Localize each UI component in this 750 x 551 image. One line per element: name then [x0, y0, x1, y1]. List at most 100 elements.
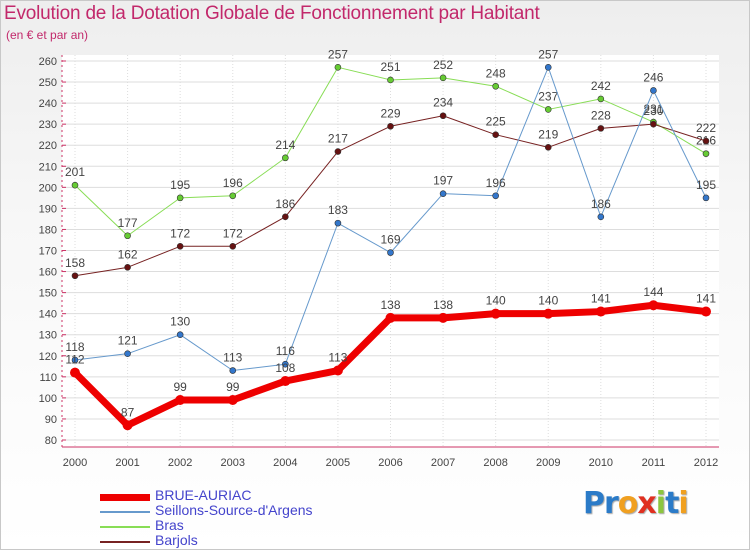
legend-swatch [100, 511, 150, 513]
data-label: 214 [275, 138, 295, 152]
logo-letter: r [604, 486, 619, 521]
data-point [71, 181, 79, 189]
data-point [702, 137, 710, 145]
data-label: 229 [380, 106, 400, 120]
data-point [438, 312, 449, 323]
data-point [543, 308, 554, 319]
data-point [701, 306, 711, 317]
x-tick-label: 2007 [431, 457, 455, 469]
data-label: 217 [328, 132, 348, 146]
data-point [544, 64, 552, 71]
y-tick-label: 200 [39, 182, 57, 194]
data-label: 138 [380, 298, 400, 312]
data-point [71, 272, 79, 280]
logo-letter: x [637, 486, 656, 521]
data-label: 162 [118, 247, 138, 261]
data-point [544, 144, 552, 151]
x-tick-label: 2002 [168, 457, 192, 469]
data-label: 140 [486, 294, 506, 308]
data-label: 87 [121, 405, 135, 419]
logo-letter: i [678, 486, 688, 521]
data-label: 197 [433, 174, 453, 188]
data-point [229, 367, 237, 374]
y-tick-label: 140 [39, 309, 57, 321]
data-label: 195 [696, 178, 716, 192]
data-label: 234 [433, 96, 453, 110]
data-label: 138 [433, 298, 453, 312]
data-label: 242 [591, 79, 611, 93]
data-label: 144 [643, 285, 663, 299]
y-tick-label: 150 [39, 288, 57, 300]
data-point [124, 350, 131, 357]
data-point [176, 194, 184, 202]
data-point [439, 112, 447, 120]
data-label: 158 [65, 256, 85, 270]
data-point [387, 122, 394, 130]
data-point [124, 232, 131, 240]
y-tick-label: 80 [45, 435, 57, 447]
data-point [334, 219, 342, 227]
data-point [650, 87, 657, 94]
data-point [650, 120, 657, 128]
logo-letter: P [583, 486, 605, 521]
data-label: 141 [696, 292, 716, 306]
x-tick-label: 2001 [115, 457, 139, 469]
data-point [124, 264, 131, 271]
y-tick-label: 130 [39, 330, 57, 342]
data-label: 130 [170, 315, 190, 329]
data-point [490, 308, 501, 319]
legend-swatch [100, 526, 150, 528]
data-label: 196 [486, 176, 506, 190]
y-tick-label: 210 [39, 161, 57, 173]
x-tick-label: 2008 [483, 457, 507, 469]
legend-label: Bras [155, 517, 184, 533]
legend-label: BRUE-AURIAC [155, 487, 252, 503]
data-point [597, 213, 605, 221]
x-tick-label: 2003 [221, 457, 245, 469]
y-tick-label: 110 [39, 372, 57, 384]
y-tick-label: 250 [39, 77, 57, 89]
x-tick-label: 2011 [642, 457, 666, 469]
data-point [439, 190, 447, 197]
x-tick-label: 2009 [536, 457, 560, 469]
data-label: 183 [328, 203, 348, 217]
y-tick-label: 220 [39, 140, 57, 152]
chart-subtitle: (en € et par an) [6, 28, 89, 42]
x-tick-label: 2006 [378, 457, 402, 469]
data-point [334, 64, 342, 71]
data-label: 257 [328, 47, 348, 61]
data-label: 231 [643, 102, 663, 116]
y-tick-label: 260 [39, 56, 57, 68]
data-point [387, 76, 394, 84]
data-label: 172 [223, 226, 243, 240]
y-tick-label: 230 [39, 119, 57, 131]
data-label: 172 [170, 226, 190, 240]
legend-swatch [100, 493, 150, 501]
y-tick-label: 160 [39, 267, 57, 279]
data-label: 99 [173, 380, 187, 394]
data-label: 252 [433, 58, 453, 72]
data-label: 113 [223, 351, 242, 365]
data-point [71, 356, 79, 364]
data-label: 186 [275, 197, 295, 211]
data-label: 169 [380, 233, 400, 247]
x-tick-label: 2012 [694, 457, 718, 469]
data-point [648, 300, 659, 311]
chart-title: Evolution de la Dotation Globale de Fonc… [4, 3, 540, 24]
data-point [595, 306, 606, 317]
data-point [492, 192, 499, 200]
data-label: 140 [538, 294, 558, 308]
data-point [439, 74, 447, 82]
data-point [70, 367, 80, 378]
y-tick-label: 90 [45, 414, 57, 426]
data-label: 195 [170, 178, 190, 192]
data-label: 99 [226, 380, 240, 394]
data-label: 230 [643, 104, 663, 118]
data-point [122, 420, 133, 431]
data-label: 108 [275, 361, 295, 375]
data-point [387, 249, 394, 256]
data-point [229, 242, 237, 250]
data-label: 201 [65, 165, 85, 179]
logo-letter: t [665, 486, 679, 521]
x-tick-label: 2004 [273, 457, 297, 469]
